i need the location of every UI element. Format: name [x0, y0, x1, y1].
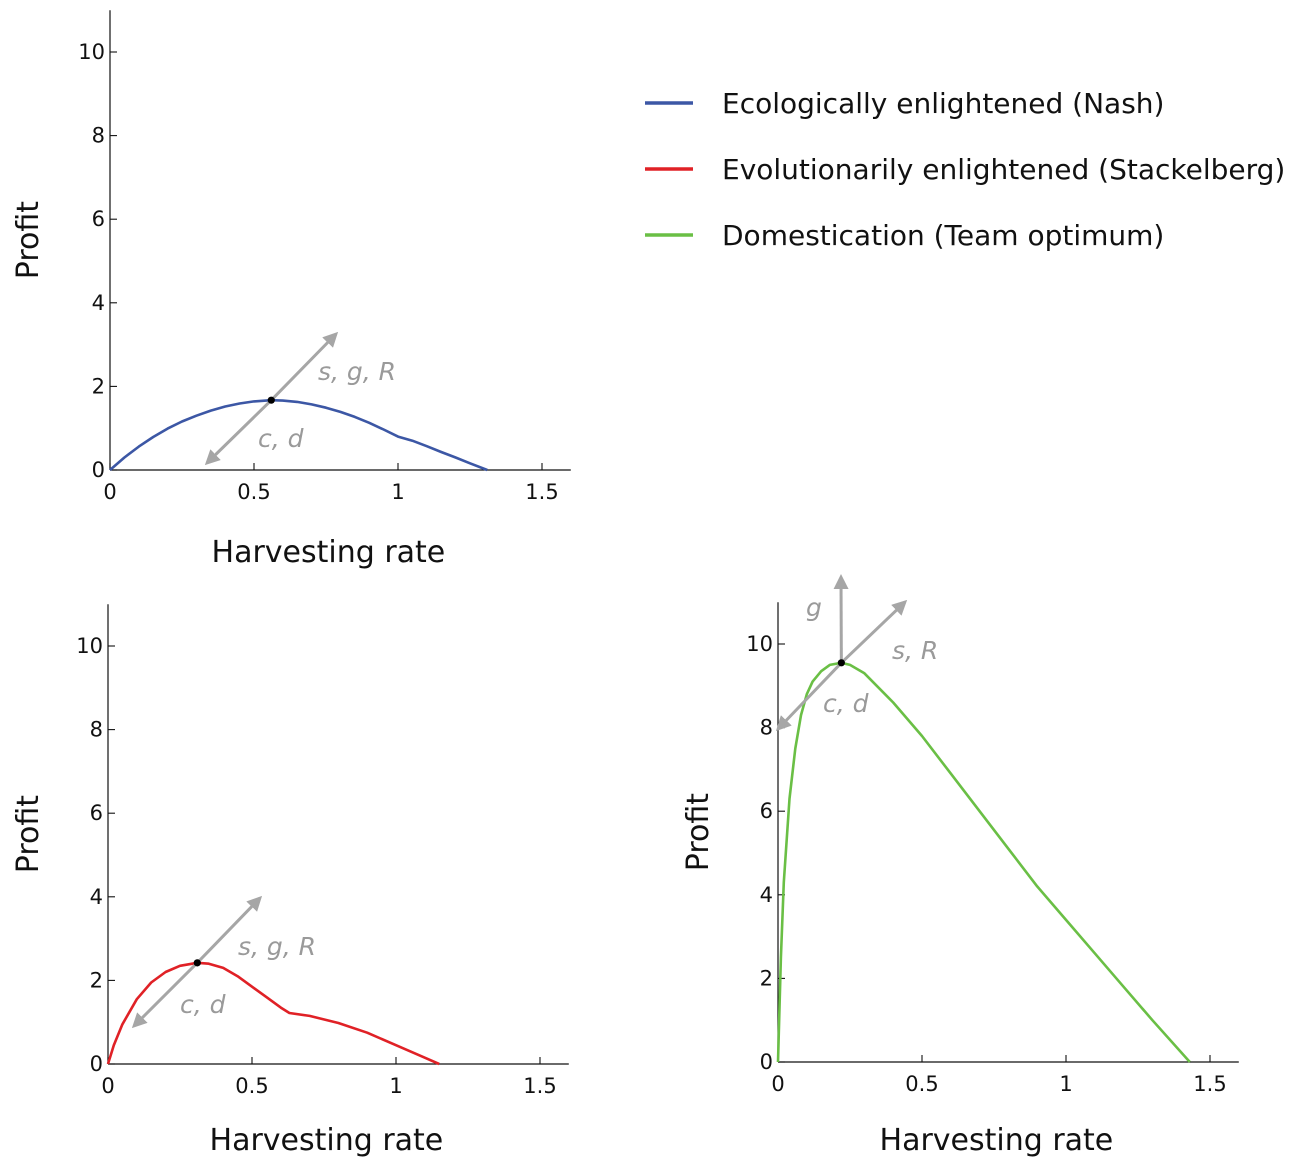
optimum-point: [267, 396, 275, 404]
y-tick-label: 10: [78, 40, 105, 64]
y-axis-label: Profit: [11, 795, 46, 873]
x-tick-label: 1.5: [1193, 1072, 1226, 1096]
series-line: [776, 661, 1191, 1063]
x-tick-label: 1.5: [525, 480, 558, 504]
x-tick-label: 0: [771, 1072, 784, 1096]
x-tick-label: 0.5: [237, 480, 270, 504]
y-tick-label: 10: [746, 632, 773, 656]
x-tick-label: 1.5: [523, 1074, 556, 1098]
direction-arrow: [196, 895, 263, 964]
y-tick-label: 0: [92, 458, 105, 482]
arrow-annotation: c, d: [823, 689, 869, 718]
series-line: [106, 961, 440, 1066]
x-tick-label: 1: [1059, 1072, 1072, 1096]
y-tick-label: 0: [760, 1050, 773, 1074]
y-tick-label: 8: [92, 124, 105, 148]
direction-arrow: [775, 661, 843, 732]
x-axis-label: Harvesting rate: [880, 1123, 1114, 1158]
y-tick-label: 4: [90, 885, 103, 909]
y-tick-label: 6: [92, 207, 105, 231]
arrow-annotation: s, g, R: [238, 932, 316, 961]
chart-panel-bottom-left: 0 0.5 1 1.5 0 2 4 6 8 10 Harvesting rate Profit s, g…: [11, 604, 569, 1158]
y-tick-label: 2: [760, 966, 773, 990]
x-tick-label: 1: [391, 480, 404, 504]
y-tick-label: 2: [90, 968, 103, 992]
arrow-annotation: c, d: [258, 424, 304, 453]
y-axis-label: Profit: [11, 201, 46, 279]
x-tick-label: 0: [103, 480, 116, 504]
direction-arrow: [840, 599, 908, 664]
legend: Ecologically enlightened (Nash) Evolution…: [645, 87, 1285, 252]
y-tick-label: 4: [92, 291, 105, 315]
y-tick-label: 6: [760, 799, 773, 823]
y-tick-label: 8: [90, 718, 103, 742]
x-axis-label: Harvesting rate: [212, 535, 446, 570]
series-line: [109, 398, 488, 472]
chart-panel-bottom-right: 0 0.5 1 1.5 0 2 4 6 8 10 Harvesting rate Profit g s, …: [681, 574, 1239, 1158]
x-axis-label: Harvesting rate: [210, 1123, 444, 1158]
y-tick-label: 10: [76, 634, 103, 658]
direction-arrow: [270, 331, 339, 402]
y-tick-label: 6: [90, 801, 103, 825]
arrow-annotation: s, g, R: [318, 357, 396, 386]
x-tick-label: 0.5: [235, 1074, 268, 1098]
y-tick-label: 8: [760, 716, 773, 740]
x-tick-label: 0.5: [905, 1072, 938, 1096]
optimum-point: [837, 659, 845, 667]
optimum-point: [193, 959, 201, 967]
y-tick-label: 2: [92, 374, 105, 398]
y-tick-label: 0: [90, 1052, 103, 1076]
direction-arrow: [131, 961, 199, 1029]
arrow-annotation: g: [806, 593, 822, 622]
x-tick-label: 0: [101, 1074, 114, 1098]
arrow-annotation: c, d: [180, 990, 226, 1019]
y-tick-label: 4: [760, 883, 773, 907]
direction-arrow: [204, 399, 273, 466]
legend-label: Evolutionarily enlightened (Stackelberg): [722, 153, 1285, 186]
arrow-annotation: s, R: [892, 636, 938, 665]
legend-label: Ecologically enlightened (Nash): [722, 87, 1164, 120]
legend-label: Domestication (Team optimum): [722, 219, 1164, 252]
chart-panel-top-left: 0 0.5 1 1.5 0 2 4 6 8 10 Harvesting rate Profit s, g…: [11, 10, 571, 570]
x-tick-label: 1: [389, 1074, 402, 1098]
y-axis-label: Profit: [681, 793, 716, 871]
